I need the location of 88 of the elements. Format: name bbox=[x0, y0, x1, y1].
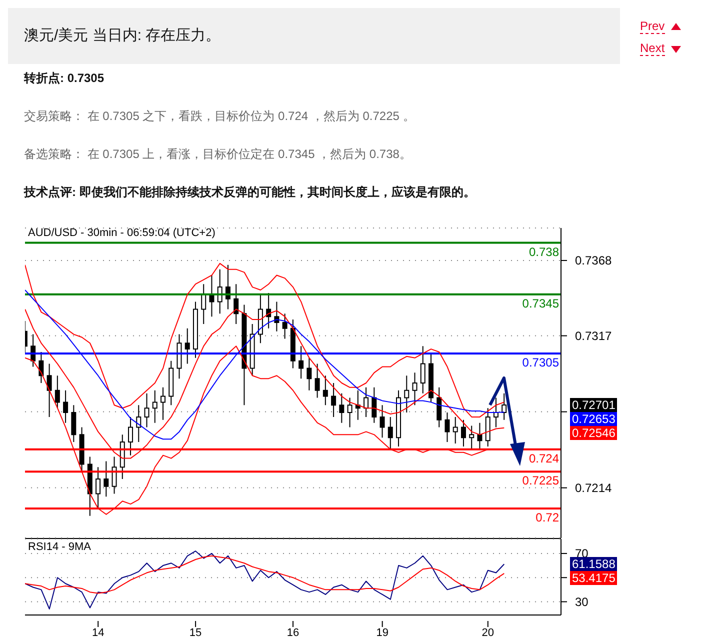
candlestick bbox=[380, 404, 385, 438]
ref-line-label: 0.738 bbox=[528, 244, 560, 259]
text: 备选策略： 在 0.7305 上，看涨，目标价位定在 0.7345 ，然后为 0.738。 bbox=[24, 146, 412, 163]
text: 交易策略： 在 0.7305 之下，看跌，目标价位为 0.724 ，然后为 0.7225 。 bbox=[24, 108, 415, 125]
y-tick-label: 0.7317 bbox=[575, 329, 612, 344]
candlestick bbox=[184, 328, 190, 364]
candlestick bbox=[396, 390, 402, 447]
text: 转折点: 0.7305 bbox=[24, 70, 104, 87]
line-series bbox=[25, 550, 505, 610]
chart-title: RSI14 - 9MA bbox=[28, 541, 91, 553]
candlestick bbox=[87, 456, 92, 516]
candlestick bbox=[71, 404, 76, 443]
candlestick bbox=[168, 360, 174, 406]
candlestick bbox=[404, 375, 410, 414]
text: 澳元/美元 当日内: 存在压力。 bbox=[24, 26, 221, 45]
candlestick bbox=[120, 434, 125, 480]
candlestick bbox=[502, 392, 507, 420]
candlestick bbox=[54, 375, 60, 409]
candlestick bbox=[152, 390, 158, 424]
y-tick-label: 0.7368 bbox=[575, 254, 612, 268]
candlestick bbox=[201, 284, 206, 324]
candlestick bbox=[364, 386, 369, 418]
candlestick bbox=[477, 422, 482, 450]
candlestick bbox=[192, 301, 198, 358]
ref-line-label: 0.72 bbox=[536, 510, 560, 524]
text: Prev bbox=[640, 19, 665, 34]
candlestick bbox=[314, 363, 320, 398]
ref-line-label: 0.7225 bbox=[522, 474, 560, 488]
candlestick bbox=[234, 284, 239, 324]
candlestick bbox=[282, 313, 288, 340]
text: 0.72653 bbox=[570, 412, 618, 426]
candlestick bbox=[444, 412, 450, 443]
line-series bbox=[25, 262, 505, 418]
candlestick bbox=[469, 425, 474, 450]
candlestick bbox=[460, 419, 466, 447]
candlestick bbox=[452, 416, 458, 444]
candlestick bbox=[436, 386, 442, 428]
candlestick bbox=[128, 416, 134, 456]
candlestick bbox=[104, 460, 109, 498]
candlestick bbox=[144, 392, 150, 428]
candlestick bbox=[217, 268, 222, 314]
candlestick bbox=[290, 319, 296, 369]
candlestick bbox=[274, 301, 280, 332]
candlestick bbox=[79, 426, 84, 472]
candlestick bbox=[209, 274, 214, 318]
text: 0.72701 bbox=[570, 398, 618, 412]
y-tick-label: 0.7214 bbox=[575, 481, 612, 496]
ref-line-label: 0.724 bbox=[528, 451, 560, 466]
y-tick-label: 30 bbox=[575, 594, 589, 609]
candlestick bbox=[355, 390, 360, 420]
ref-line-label: 0.7305 bbox=[522, 355, 560, 370]
candlestick bbox=[493, 397, 498, 428]
candlestick bbox=[322, 375, 328, 406]
candlestick bbox=[347, 397, 352, 428]
candlestick bbox=[306, 357, 312, 391]
text: 0.72546 bbox=[570, 426, 618, 440]
candlestick bbox=[388, 416, 393, 450]
x-tick-label: 16 bbox=[286, 627, 300, 639]
candlestick bbox=[112, 456, 117, 494]
ref-line-label: 0.7345 bbox=[522, 296, 560, 310]
chart-title: AUD/USD - 30min - 06:59:04 (UTC+2) bbox=[28, 227, 216, 239]
text: Next bbox=[640, 41, 665, 56]
candlestick bbox=[96, 466, 101, 509]
text: 61.1588 bbox=[570, 557, 618, 572]
candlestick bbox=[372, 386, 377, 424]
candlestick bbox=[136, 404, 142, 443]
candlestick bbox=[420, 346, 426, 394]
candlestick bbox=[339, 392, 344, 424]
candlestick bbox=[160, 386, 166, 420]
candlestick bbox=[46, 363, 52, 418]
x-tick-label: 20 bbox=[482, 627, 494, 639]
text: 53.4175 bbox=[570, 571, 618, 586]
x-tick-label: 19 bbox=[376, 627, 388, 639]
text: 技术点评: 即使我们不能排除持续技术反弹的可能性，其时间长度上，应该是有限的。 bbox=[24, 184, 476, 201]
candlestick bbox=[258, 294, 263, 344]
candlestick bbox=[38, 352, 44, 384]
candlestick bbox=[331, 382, 336, 418]
candlestick bbox=[428, 352, 434, 403]
line-series bbox=[25, 555, 505, 594]
candlestick bbox=[266, 292, 272, 329]
candlestick bbox=[225, 264, 230, 310]
x-tick-label: 14 bbox=[92, 627, 104, 639]
x-tick-label: 15 bbox=[189, 627, 202, 639]
candlestick bbox=[412, 372, 418, 406]
candlestick bbox=[298, 346, 304, 380]
candlestick bbox=[485, 408, 490, 447]
candlestick bbox=[176, 334, 182, 380]
candlestick bbox=[63, 390, 68, 424]
